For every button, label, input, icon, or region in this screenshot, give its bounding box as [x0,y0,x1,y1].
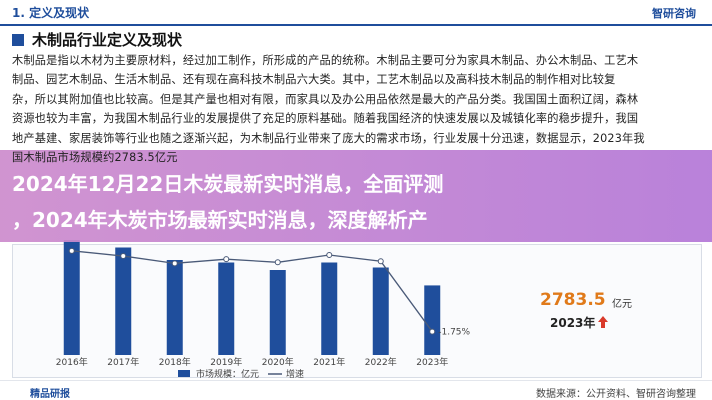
x-tick-label: 2022年 [365,356,397,368]
x-tick-label: 2016年 [56,356,88,368]
footer: 精品研报 数据来源：公开资料、智研咨询整理 [0,380,712,400]
banner-line: 2024年12月22日木炭最新实时消息，全面评测 [12,172,444,196]
banner-line: ，2024年木炭市场最新实时消息，深度解析产 [12,208,428,232]
paragraph-line: 地产基建、家居装饰等行业也随之逐渐兴起，为木制品行业带来了庞大的需求市场，行业发… [12,131,645,145]
x-tick-label: 2018年 [159,356,191,368]
paragraph-line: 国木制品市场规模约2783.5亿元 [12,151,178,164]
growth-point [274,259,281,266]
paragraph-line: 资源也较为丰富，为我国木制品行业的发展提供了充足的原料基础。随着我国经济的快速发… [12,112,639,126]
logo: 智研咨询 [652,7,696,20]
x-tick-label: 2020年 [262,356,294,368]
data-label: -1.75% [438,328,470,338]
growth-point [377,258,384,265]
footer-logo: 精品研报 [30,389,70,400]
x-tick-label: 2023年 [416,356,448,368]
growth-point [223,256,230,263]
bar [115,247,132,355]
bar [372,267,389,355]
bar [321,262,338,355]
bar [218,262,235,355]
x-tick-label: 2017年 [107,356,139,368]
legend-label: 市场规模：亿元 [196,368,259,380]
bar [424,285,441,355]
card-year: 2023年 [550,316,596,330]
section-label: 1. 定义及现状 [12,6,90,20]
legend-swatch [178,370,190,377]
top-bar: 1. 定义及现状 智研咨询 [0,0,712,26]
paragraph-line: 制品、园艺木制品、生活木制品、还有现在高科技木制品六大类。其中，工艺木制品以及高… [12,73,616,87]
bar [269,270,286,355]
up-arrow [598,316,608,328]
card-unit: 亿元 [612,299,632,310]
heading: 木制品行业定义及现状 [12,29,182,50]
x-tick-label: 2019年 [210,356,242,368]
growth-point [326,252,333,258]
growth-point [171,260,178,267]
x-tick-label: 2021年 [313,356,345,368]
title-banner: 2024年12月22日木炭最新实时消息，全面评测 ，2024年木炭市场最新实时消息… [0,150,712,242]
growth-line [71,250,433,332]
footer-source: 数据来源：公开资料、智研咨询整理 [536,389,696,400]
growth-point [120,253,127,260]
bar [166,260,183,355]
highlight-card: 2783.5 亿元 2023年 [540,284,650,334]
card-value: 2783.5 [540,290,606,310]
bar [63,240,80,355]
paragraph-line: 木制品是指以木材为主要原材料，经过加工制作，所形成的产品的统称。木制品主要可分为… [12,54,639,67]
legend-label: 增速 [286,368,304,380]
growth-point [68,247,75,254]
growth-point [429,328,436,335]
paragraph-line: 杂，所以其附加值也比较高。但是其产量也相对有限，而家具以及办公用品依然是最大的产… [12,92,639,106]
